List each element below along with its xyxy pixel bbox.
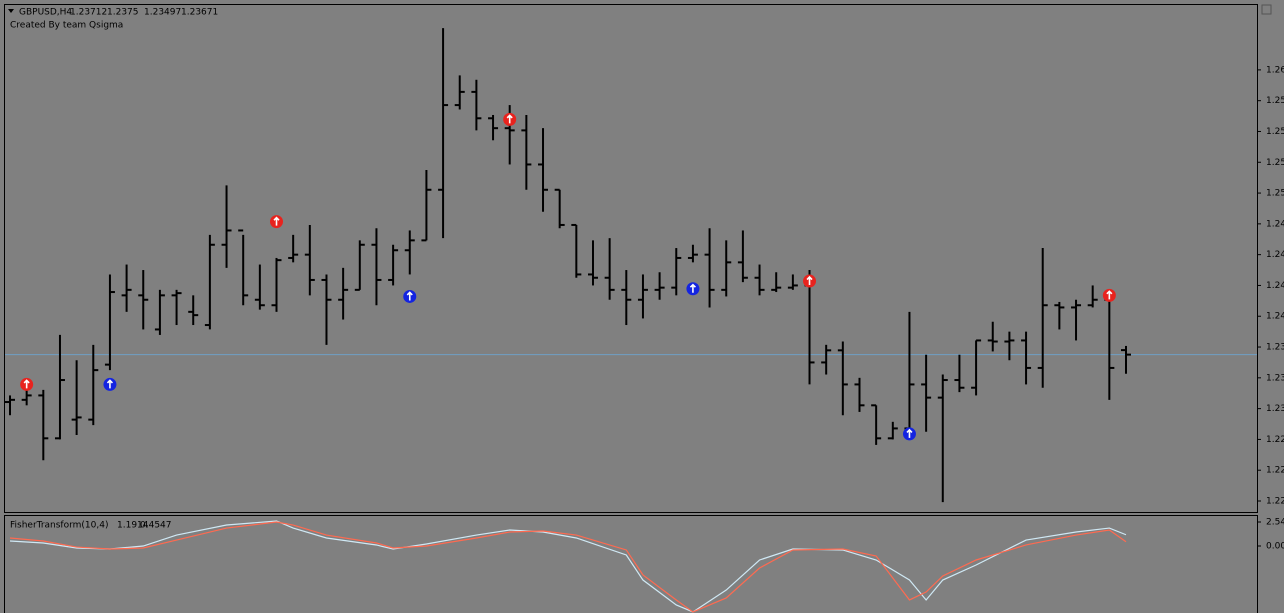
signal-arrow (273, 216, 280, 226)
low: 1.23497 (144, 8, 181, 18)
indicator-line (9, 521, 1127, 613)
y-tick-label: 1.25 (1266, 189, 1284, 199)
close-button[interactable] (1261, 4, 1272, 15)
main-frame (4, 4, 1258, 513)
y-tick-label: 1.23 (1266, 404, 1284, 414)
symbol-menu[interactable] (8, 9, 14, 13)
signal-arrow (906, 428, 913, 438)
y-tick-label: 1.22 (1266, 435, 1284, 445)
signal-arrow (23, 379, 30, 389)
signal-arrow (506, 114, 513, 124)
close: 1.23671 (181, 8, 218, 18)
open: 1.23712 (70, 8, 107, 18)
y-tick-label: 1.24 (1266, 312, 1284, 322)
subtitle: Created By team Qsigma (10, 21, 123, 31)
signal-arrow (106, 379, 114, 389)
signal-arrow (689, 283, 696, 293)
y-tick-label: 1.22 (1266, 497, 1284, 507)
y-tick-label: 1.25 (1266, 96, 1284, 106)
y-tick-label: 1.22 (1266, 466, 1284, 476)
y-tick-label: 1.24 (1266, 250, 1284, 260)
signal-arrow (1106, 290, 1113, 300)
y-tick-label: 1.25 (1266, 127, 1284, 137)
symbol: GBPUSD,H4 (19, 8, 72, 18)
y-tick-label: 1.24 (1266, 219, 1284, 229)
signal-arrow (806, 275, 813, 286)
y-tick-label: 1.26 (1266, 65, 1284, 75)
y-tick-label: 1.23 (1266, 373, 1284, 383)
indicator-frame (4, 515, 1258, 613)
y-tick-label: 1.24 (1266, 281, 1284, 291)
y-tick-label: 0.00 (1266, 542, 1284, 552)
indicator-value: 0.4547 (140, 521, 172, 531)
indicator-title: FisherTransform(10,4) (10, 521, 108, 531)
y-tick-label: 2.54 (1266, 518, 1284, 528)
indicator-value: 1.1914 (117, 521, 149, 531)
y-tick-label: 1.23 (1266, 343, 1284, 353)
high: 1.2375 (107, 8, 139, 18)
signal-arrow (406, 291, 413, 301)
y-tick-label: 1.25 (1266, 158, 1284, 168)
indicator-line (9, 520, 1127, 613)
